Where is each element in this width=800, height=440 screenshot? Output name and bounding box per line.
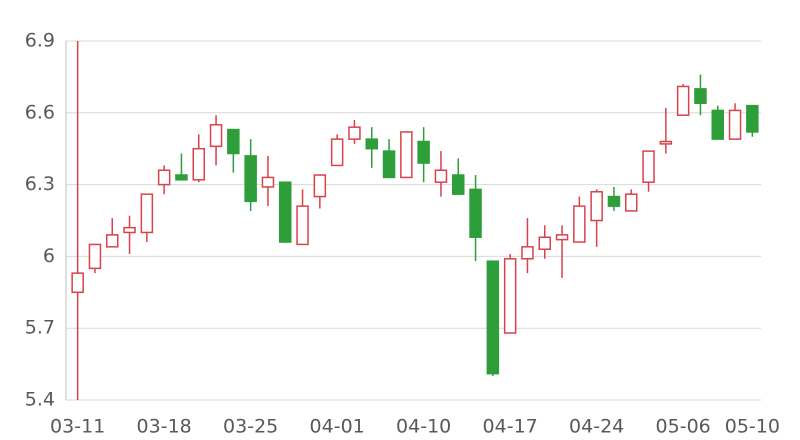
candle-body (521, 246, 534, 260)
candle-body (330, 138, 344, 167)
x-tick-label: 03-11 (50, 416, 105, 438)
y-tick-label: 5.4 (25, 389, 55, 411)
candle-body (71, 272, 84, 294)
x-tick-label: 05-06 (656, 416, 711, 438)
candle-body (192, 147, 205, 181)
y-tick-label: 6 (43, 245, 55, 267)
candle-body (503, 258, 517, 334)
x-tick-label: 04-17 (483, 416, 538, 438)
candle-body (400, 131, 413, 179)
x-tick-label: 04-01 (310, 416, 365, 438)
x-tick-label: 03-25 (223, 416, 278, 438)
candle-body (711, 109, 724, 140)
candle-body (417, 140, 430, 164)
y-tick-label: 6.9 (25, 30, 55, 52)
y-tick-label: 6.3 (25, 173, 55, 195)
candle-body (244, 155, 257, 203)
candle-body (175, 174, 188, 181)
candle-body (209, 124, 223, 148)
candle-body (227, 128, 240, 155)
candle-body (296, 205, 309, 246)
y-tick-label: 5.7 (25, 317, 55, 339)
y-tick-label: 6.6 (25, 101, 55, 123)
candle-body (555, 234, 569, 241)
candle-body (538, 236, 551, 250)
candle-body (659, 140, 673, 145)
candle-body (573, 205, 586, 243)
candle-body (434, 169, 448, 183)
candle-body (607, 195, 621, 207)
candle-body (469, 188, 482, 239)
x-tick-label: 03-18 (137, 416, 192, 438)
candle-body (313, 174, 327, 198)
candle-body (642, 150, 655, 183)
x-tick-label: 04-10 (396, 416, 451, 438)
candle-body (261, 176, 275, 188)
candle-body (279, 181, 292, 243)
candle-body (746, 104, 759, 133)
candle-body (157, 169, 171, 186)
candle-body (728, 109, 742, 140)
candle-body (106, 234, 119, 248)
candle-body (452, 174, 465, 195)
x-tick-label: 05-10 (725, 416, 780, 438)
candle-body (88, 243, 102, 270)
candle-body (123, 226, 136, 234)
candle-body (382, 150, 396, 179)
x-tick-label: 04-24 (569, 416, 624, 438)
candle-body (676, 85, 690, 116)
candle-body (365, 138, 378, 150)
candle-body (140, 193, 154, 234)
candle-body (694, 88, 707, 104)
candle-body (590, 191, 603, 222)
candle-body (486, 260, 500, 375)
candle-body (348, 126, 361, 140)
candle-body (625, 193, 638, 212)
